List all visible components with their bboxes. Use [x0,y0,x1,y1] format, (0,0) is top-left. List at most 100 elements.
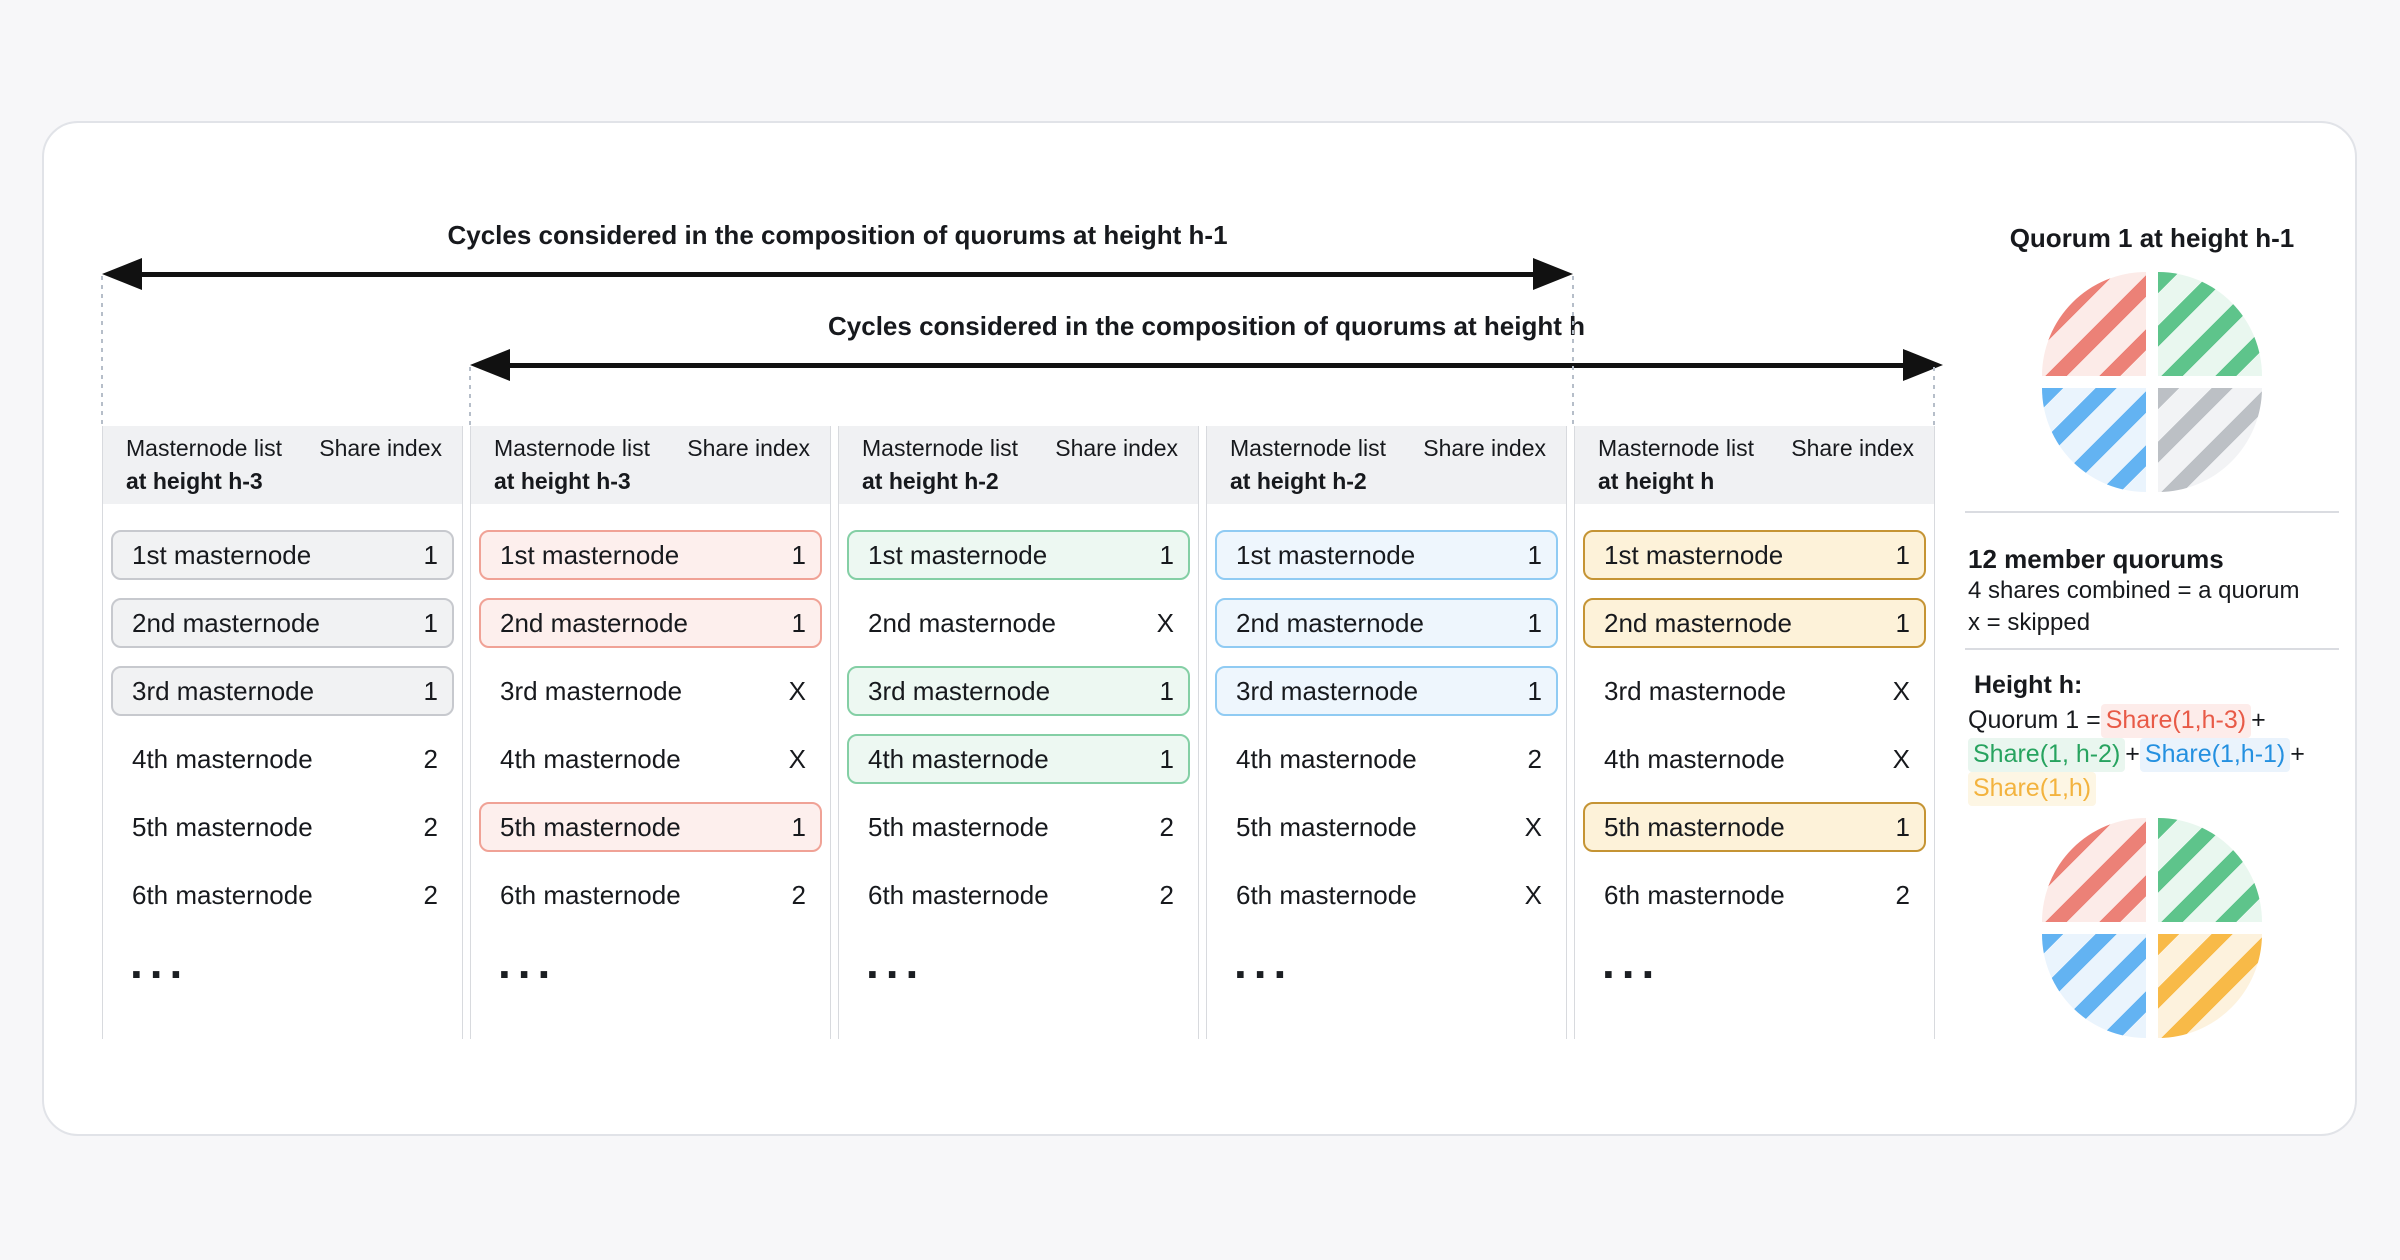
masternode-column-yellow: Masternode list Share index at height h 1st… [1574,426,1935,1039]
masternode-row-share-box: 1st masternode 1 [1583,530,1926,580]
masternode-row: 6th masternode 2 [111,870,454,920]
share-index-value: 1 [1895,608,1910,638]
masternode-rows: 1st masternode 1 2nd masternode 1 3rd master… [1575,530,1934,920]
masternode-rows: 1st masternode 1 2nd masternode 1 3rd master… [1207,530,1566,920]
height-label: at height h-2 [1230,468,1367,494]
share-term-yellow: Share(1,h) [1968,772,2097,806]
share-index-label: Share index [1791,435,1914,461]
masternode-label: 1st masternode [1236,540,1416,570]
share-index-value: X [1524,812,1542,842]
masternode-list-label: Masternode list [1230,435,1386,461]
masternode-label: 3rd masternode [500,676,683,706]
legend-members: 12 member quorums [1968,544,2224,574]
blue-striped-quadrant [2042,934,2146,1038]
masternode-label: 2nd masternode [500,608,688,638]
share-index-value: 1 [1159,744,1174,774]
masternode-label: 4th masternode [132,744,313,774]
masternode-row-share-box: 3rd masternode 1 [111,666,454,716]
masternode-row-share-box: 1st masternode 1 [1215,530,1558,580]
height-label: at height h-2 [862,468,999,494]
share-index-value: 2 [1159,812,1174,842]
more-rows-ellipsis: ... [866,936,926,988]
green-striped-quadrant [2158,818,2262,922]
diagram-card: Cycles considered in the composition of … [42,121,2357,1136]
masternode-label: 6th masternode [1604,880,1785,910]
quorum-shares-pie [2042,272,2262,492]
yellow-striped-quadrant [2158,934,2262,1038]
column-header-row: Masternode list Share index [126,432,442,465]
share-index-value: 1 [791,540,806,570]
masternode-row: 6th masternode 2 [479,870,822,920]
equation-line: Share(1,h) [1968,772,2358,806]
masternode-row-share-box: 1st masternode 1 [111,530,454,580]
masternode-label: 4th masternode [1236,744,1417,774]
blue-striped-quadrant [2042,388,2146,492]
masternode-column-red: Masternode list Share index at height h-3 1… [470,426,831,1039]
masternode-row-share-box: 5th masternode 1 [479,802,822,852]
masternode-label: 1st masternode [868,540,1048,570]
double-arrow-h1 [102,258,1573,290]
share-index-value: 2 [791,880,806,910]
share-index-value: X [788,676,806,706]
masternode-row: 5th masternode X [1215,802,1558,852]
share-index-value: 1 [1895,812,1910,842]
masternode-row: 4th masternode 2 [1215,734,1558,784]
share-index-value: 2 [1527,744,1542,774]
quorum-shares-pie [2042,818,2262,1038]
green-striped-quadrant [2158,272,2262,376]
share-index-value: 1 [1527,540,1542,570]
column-header-row: Masternode list Share index [1230,432,1546,465]
legend-skipped: x = skipped [1968,609,2091,636]
arrow-right-head-icon [1533,258,1573,290]
masternode-row-share-box: 5th masternode 1 [1583,802,1926,852]
masternode-row-share-box: 2nd masternode 1 [479,598,822,648]
cycles-range-title-h1: Cycles considered in the composition of … [447,220,1228,250]
masternode-row-share-box: 3rd masternode 1 [1215,666,1558,716]
masternode-row: 5th masternode 2 [111,802,454,852]
share-term-green: Share(1, h-2) [1968,738,2126,772]
masternode-rows: 1st masternode 1 2nd masternode 1 3rd master… [103,530,462,920]
share-index-label: Share index [319,435,442,461]
masternode-label: 6th masternode [1236,880,1417,910]
masternode-label: 5th masternode [1604,812,1785,842]
column-header-row: Masternode list Share index [862,432,1178,465]
masternode-row-share-box: 2nd masternode 1 [111,598,454,648]
column-header: Masternode list Share index at height h-2 [839,426,1198,504]
equation-text: Quorum 1 = [1968,706,2101,734]
column-header: Masternode list Share index at height h-3 [471,426,830,504]
masternode-label: 1st masternode [132,540,312,570]
share-term-red: Share(1,h-3) [2100,704,2252,738]
masternode-rows: 1st masternode 1 2nd masternode 1 3rd master… [471,530,830,920]
share-term-blue: Share(1,h-1) [2139,738,2291,772]
masternode-row-share-box: 2nd masternode 1 [1215,598,1558,648]
masternode-row: 6th masternode 2 [1583,870,1926,920]
column-header: Masternode list Share index at height h-3 [103,426,462,504]
masternode-label: 4th masternode [868,744,1049,774]
red-striped-quadrant [2042,272,2146,376]
share-index-value: 1 [1159,676,1174,706]
arrow-shaft [500,363,1913,368]
masternode-label: 5th masternode [500,812,681,842]
share-index-value: 1 [791,608,806,638]
masternode-label: 1st masternode [500,540,680,570]
masternode-row: 4th masternode 2 [111,734,454,784]
masternode-label: 3rd masternode [132,676,315,706]
share-index-value: 1 [1527,608,1542,638]
equation-line: Quorum 1 = Share(1,h-3) + [1968,704,2358,738]
column-header-row: Masternode list Share index [1598,432,1914,465]
masternode-list-label: Masternode list [126,435,282,461]
share-index-value: X [788,744,806,774]
column-header: Masternode list Share index at height h-2 [1207,426,1566,504]
height-label: at height h-3 [126,468,263,494]
masternode-row-share-box: 2nd masternode 1 [1583,598,1926,648]
dotted-guide-line [1933,367,1935,426]
masternode-row: 6th masternode 2 [847,870,1190,920]
masternode-row: 5th masternode 2 [847,802,1190,852]
equation-text: + [2251,706,2266,734]
masternode-label: 5th masternode [132,812,313,842]
share-index-value: 1 [423,608,438,638]
equation-line: Share(1, h-2) + Share(1,h-1) + [1968,738,2358,772]
share-index-label: Share index [1423,435,1546,461]
share-index-value: 1 [1895,540,1910,570]
